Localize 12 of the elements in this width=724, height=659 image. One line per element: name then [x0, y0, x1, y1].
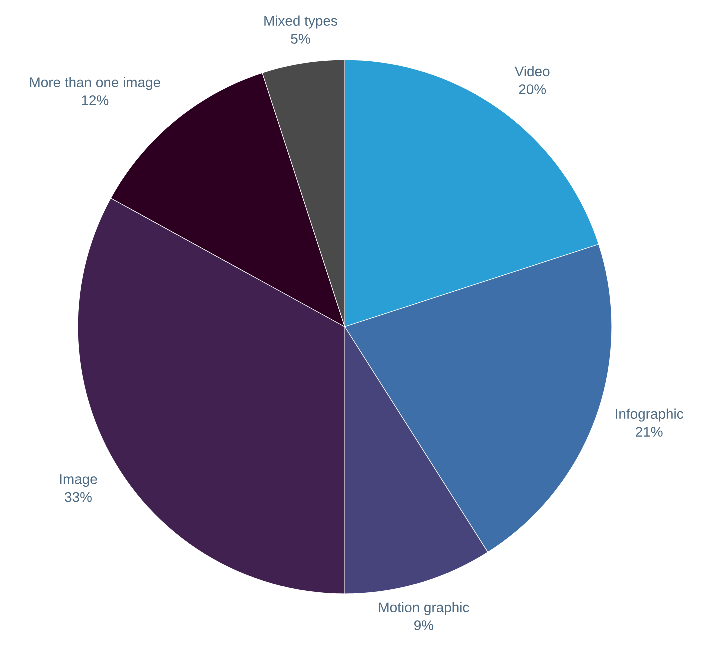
data-label: 21% [636, 427, 663, 437]
data-label: 9% [414, 620, 434, 630]
data-label: 20% [519, 84, 546, 95]
slice-label: Image [60, 474, 98, 488]
slice-label: More than one image [30, 77, 160, 90]
slice-label: Motion graphic [379, 602, 470, 616]
data-label: 33% [65, 492, 92, 502]
data-label: 5% [291, 34, 310, 44]
slice-label: Infographic [616, 408, 684, 422]
data-label: 12% [82, 96, 109, 106]
slice-label: Video [514, 66, 550, 77]
slice-label: Mixed types [264, 16, 338, 29]
